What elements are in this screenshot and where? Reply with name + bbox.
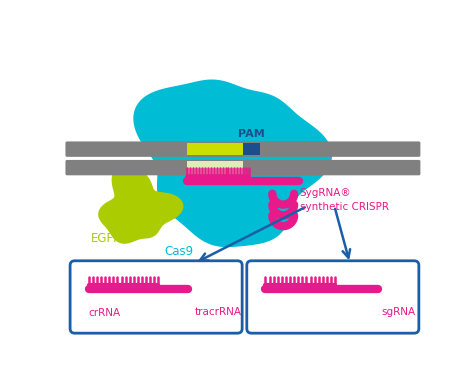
Text: PAM: PAM — [238, 129, 265, 139]
Bar — [187, 162, 243, 174]
Text: SygRNA®
synthetic CRISPR: SygRNA® synthetic CRISPR — [300, 188, 389, 213]
Text: Cas9: Cas9 — [165, 245, 194, 258]
Bar — [187, 143, 243, 155]
Text: sgRNA: sgRNA — [382, 307, 416, 317]
Polygon shape — [99, 165, 183, 243]
Polygon shape — [134, 80, 331, 246]
Text: tracrRNA: tracrRNA — [195, 307, 242, 317]
Text: crRNA: crRNA — [89, 308, 121, 318]
FancyBboxPatch shape — [247, 261, 419, 333]
Bar — [243, 143, 260, 155]
FancyBboxPatch shape — [65, 160, 420, 175]
FancyBboxPatch shape — [70, 261, 242, 333]
Text: EGFP: EGFP — [91, 232, 121, 245]
FancyBboxPatch shape — [65, 141, 420, 157]
